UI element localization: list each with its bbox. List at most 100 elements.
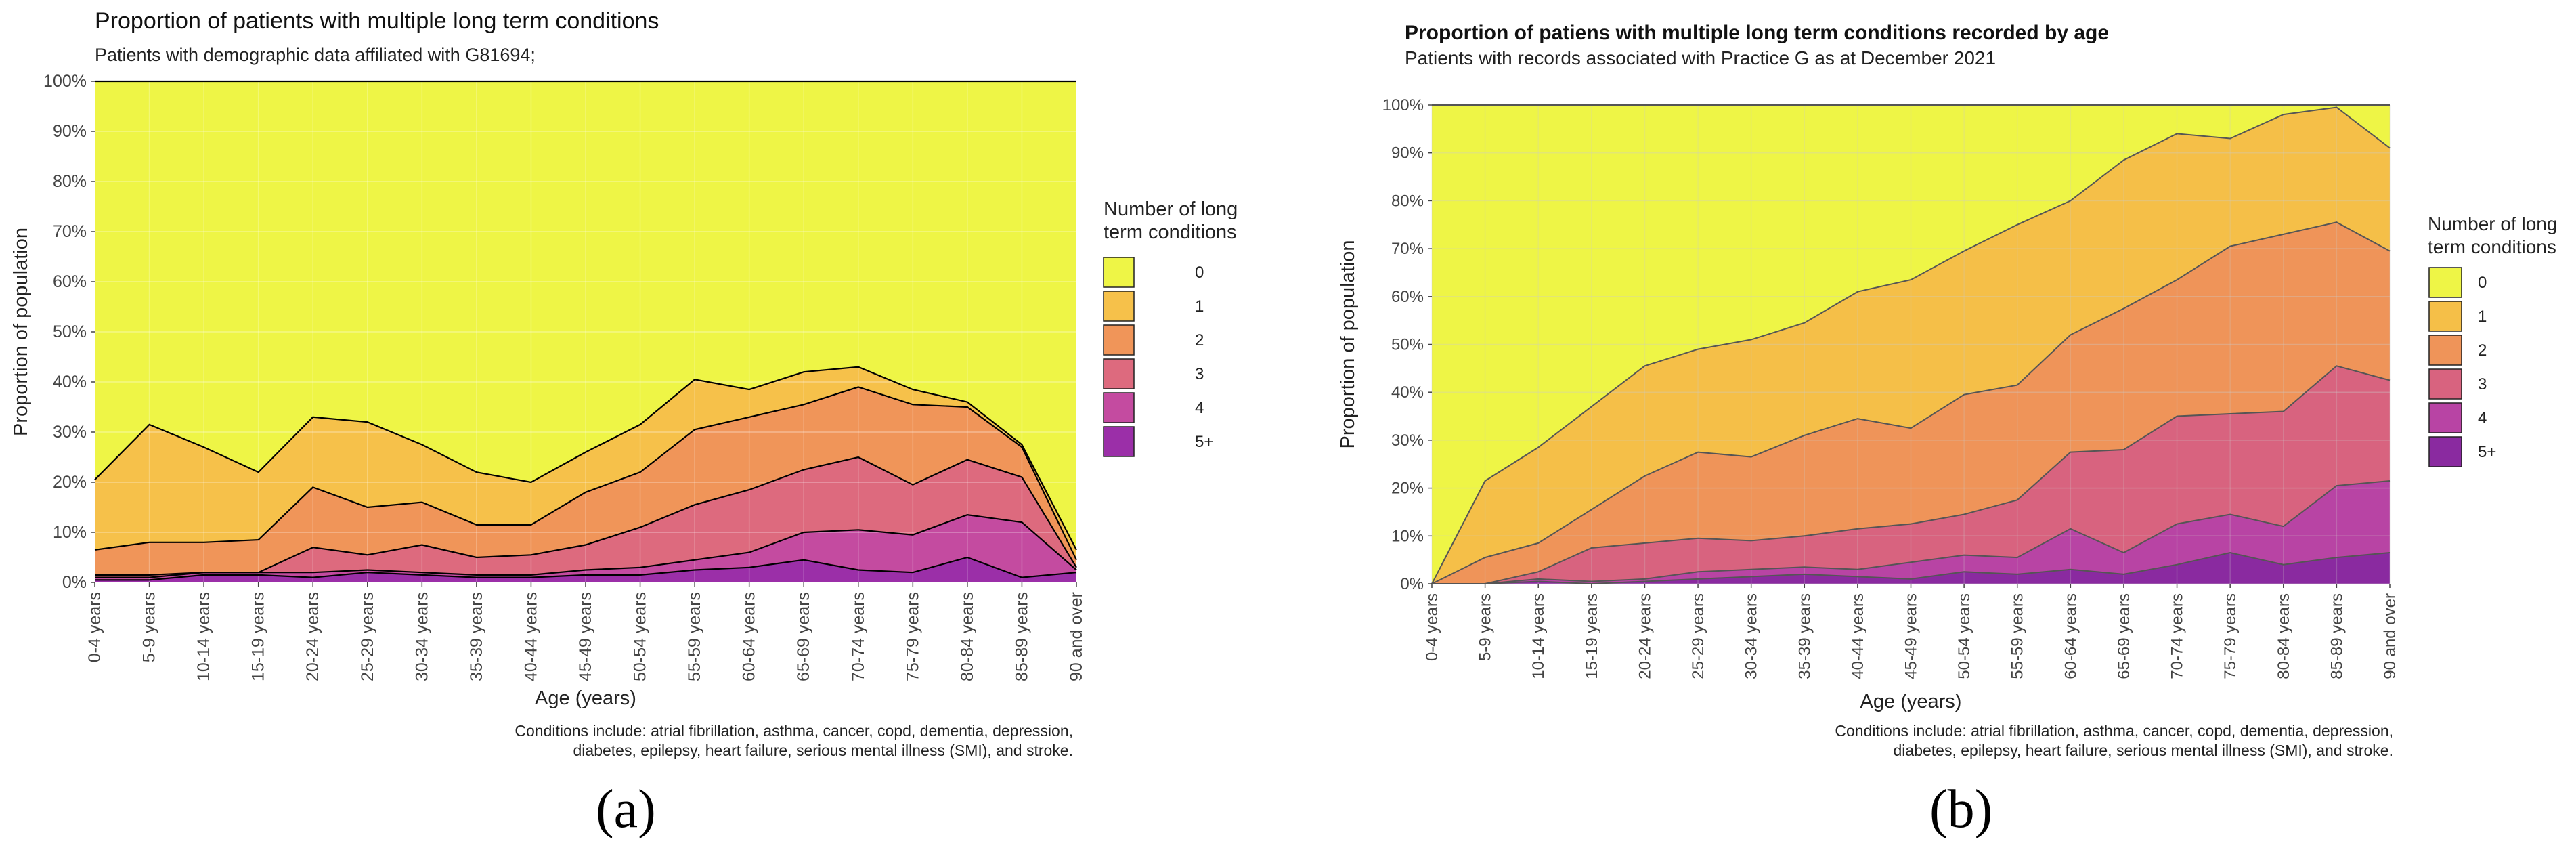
legend-swatch-2 [2428,335,2462,366]
series-line-2 [1431,221,2391,584]
x-tick-label: 20-24 years [303,592,322,681]
series-line-5plus [95,556,1077,581]
legend-label: 3 [1195,365,1204,383]
x-tick-label: 50-54 years [1955,593,1973,679]
area-band-2 [1432,222,2390,584]
y-tick-label: 50% [1391,336,1424,354]
legend-label: 0 [2478,274,2487,292]
series-line-3 [95,456,1077,576]
y-tick-label: 80% [53,172,87,191]
caption-line: diabetes, epilepsy, heart failure, serio… [1894,742,2393,759]
caption-line: diabetes, epilepsy, heart failure, serio… [573,742,1073,759]
area-band-3 [95,457,1076,578]
area-band-5plus [1432,553,2390,584]
legend-swatch-5plus [1103,426,1135,457]
legend-title: term conditions [2428,236,2556,257]
legend-label: 2 [2478,341,2487,360]
x-tick-label: 55-59 years [2009,593,2027,679]
legend-swatch-3 [1103,358,1135,389]
x-axis-label: Age (years) [1860,691,1962,712]
legend-label: 1 [2478,307,2487,326]
caption-line: Conditions include: atrial fibrillation,… [515,722,1073,740]
x-tick-label: 75-79 years [903,592,922,681]
x-tick-label: 30-34 years [1743,593,1761,679]
y-tick-label: 100% [43,72,87,91]
legend-swatch-4 [1103,392,1135,423]
x-tick-label: 20-24 years [1636,593,1654,679]
y-tick-label: 10% [53,523,87,542]
area-band-1 [1432,107,2390,584]
area-band-5plus [95,557,1076,582]
chart-subtitle: Patients with demographic data affiliate… [95,45,536,65]
y-tick-label: 70% [1391,240,1424,258]
area-band-4 [1432,481,2390,584]
x-tick-label: 25-29 years [1689,593,1707,679]
legend-title: term conditions [1104,221,1237,243]
area-band-2 [95,387,1076,575]
legend-swatch-2 [1103,324,1135,356]
x-tick-label: 45-49 years [1902,593,1921,679]
y-axis-label: Proportion of population [10,228,32,436]
x-tick-label: 85-89 years [1012,592,1031,681]
y-tick-label: 100% [1382,96,1424,114]
x-tick-label: 55-59 years [685,592,704,681]
panel-label-a: (a) [596,780,656,839]
chart-title: Proportion of patiens with multiple long… [1405,22,2109,44]
x-tick-label: 15-19 years [249,592,268,681]
y-tick-label: 60% [53,272,87,291]
legend-title: Number of long [2428,213,2557,234]
area-band-1 [95,366,1076,560]
x-tick-label: 0-4 years [85,592,104,662]
chart-b: Proportion of patiens with multiple long… [1337,22,2557,759]
legend-label: 0 [1195,263,1204,282]
x-tick-label: 75-79 years [2221,593,2240,679]
area-band-0 [1432,105,2390,584]
y-tick-label: 0% [1400,575,1424,593]
legend-label: 5+ [2478,443,2496,461]
y-tick-label: 50% [53,322,87,341]
x-tick-label: 15-19 years [1583,593,1601,679]
y-axis-label: Proportion of population [1337,240,1359,449]
y-tick-label: 70% [53,222,87,241]
area-band-4 [95,515,1076,580]
panel-label-b: (b) [1929,780,1993,839]
y-tick-label: 40% [1391,383,1424,402]
panel-a: Proportion of patients with multiple lon… [0,0,1286,852]
x-tick-label: 90 and over [1067,592,1086,681]
legend-label: 5+ [1195,433,1213,451]
legend-swatch-5plus [2428,436,2462,467]
legend-title: Number of long [1104,198,1238,220]
x-tick-label: 80-84 years [2275,593,2293,679]
legend-swatch-0 [1103,257,1135,288]
chart-a: Proportion of patients with multiple lon… [10,8,1238,759]
x-axis-label: Age (years) [535,687,636,709]
y-tick-label: 90% [1391,144,1424,163]
x-tick-label: 0-4 years [1423,593,1441,661]
x-tick-label: 50-54 years [631,592,650,681]
legend-swatch-1 [1103,291,1135,322]
y-tick-label: 10% [1391,527,1424,545]
y-tick-label: 0% [62,573,87,592]
legend-swatch-0 [2428,267,2462,298]
x-tick-label: 85-89 years [2328,593,2346,679]
x-tick-label: 40-44 years [521,592,540,681]
x-tick-label: 70-74 years [2168,593,2187,679]
series-line-2 [94,386,1077,561]
legend-label: 4 [2478,409,2487,427]
y-tick-label: 30% [53,423,87,442]
y-tick-label: 90% [53,122,87,141]
y-tick-label: 40% [53,372,87,391]
x-tick-label: 65-69 years [794,592,813,681]
y-tick-label: 60% [1391,288,1424,306]
area-band-0 [95,81,1076,550]
x-tick-label: 35-39 years [1795,593,1814,679]
chart-title: Proportion of patients with multiple lon… [95,8,659,34]
panel-b: Proportion of patiens with multiple long… [1286,0,2576,852]
x-tick-label: 25-29 years [358,592,377,681]
series-line-1 [94,366,1077,551]
caption-line: Conditions include: atrial fibrillation,… [1835,722,2393,740]
x-tick-label: 10-14 years [194,592,213,681]
x-tick-label: 60-64 years [2061,593,2080,679]
legend-label: 4 [1195,399,1204,417]
x-tick-label: 80-84 years [958,592,977,681]
